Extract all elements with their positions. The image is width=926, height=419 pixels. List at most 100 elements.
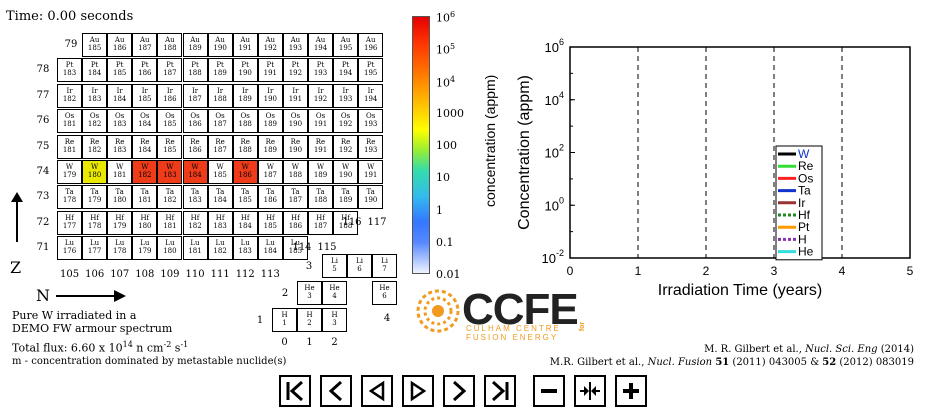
nuclide-cell-lu184[interactable]: Lu 184 xyxy=(257,236,283,261)
zoom-reset-button[interactable] xyxy=(574,375,606,407)
nuclide-cell-os187[interactable]: Os 187 xyxy=(207,109,233,134)
nuclide-cell-re184[interactable]: Re 184 xyxy=(132,134,158,159)
nuclide-cell-os190[interactable]: Os 190 xyxy=(282,109,308,134)
first-frame-button[interactable] xyxy=(279,375,311,407)
nuclide-cell-hf178[interactable]: Hf 178 xyxy=(82,210,108,235)
nuclide-cell-os193[interactable]: Os 193 xyxy=(358,109,384,134)
nuclide-cell-re183[interactable]: Re 183 xyxy=(107,134,133,159)
nuclide-cell-hf181[interactable]: Hf 181 xyxy=(157,210,183,235)
nuclide-cell-lu180[interactable]: Lu 180 xyxy=(157,236,183,261)
nuclide-cell-ta186[interactable]: Ta 186 xyxy=(257,185,283,210)
nuclide-cell-ta185[interactable]: Ta 185 xyxy=(232,185,258,210)
nuclide-cell-re192[interactable]: Re 192 xyxy=(333,134,359,159)
nuclide-cell-re185[interactable]: Re 185 xyxy=(157,134,183,159)
nuclide-cell-au194[interactable]: Au 194 xyxy=(308,33,333,57)
nuclide-cell-lu182[interactable]: Lu 182 xyxy=(207,236,233,261)
nuclide-cell-hf179[interactable]: Hf 179 xyxy=(107,210,133,235)
nuclide-cell-w186[interactable]: W 186 xyxy=(232,160,258,184)
nuclide-cell-hf182[interactable]: Hf 182 xyxy=(182,210,208,235)
nuclide-cell-ta187[interactable]: Ta 187 xyxy=(282,185,308,210)
nuclide-cell-w188[interactable]: W 188 xyxy=(282,160,308,184)
nuclide-cell-re191[interactable]: Re 191 xyxy=(308,134,333,159)
nuclide-cell-au195[interactable]: Au 195 xyxy=(333,33,359,57)
nuclide-cell-re187[interactable]: Re 187 xyxy=(207,134,233,159)
nuclide-cell-re182[interactable]: Re 182 xyxy=(82,134,108,159)
nuclide-cell-re188[interactable]: Re 188 xyxy=(232,134,258,159)
nuclide-cell-he6[interactable]: He 6 xyxy=(372,281,397,305)
nuclide-cell-ir188[interactable]: Ir 188 xyxy=(207,83,233,108)
nuclide-cell-ta180[interactable]: Ta 180 xyxy=(107,185,133,210)
nuclide-cell-hf185[interactable]: Hf 185 xyxy=(257,210,283,235)
nuclide-cell-os184[interactable]: Os 184 xyxy=(132,109,158,134)
nuclide-cell-au188[interactable]: Au 188 xyxy=(157,33,183,57)
nuclide-cell-w187[interactable]: W 187 xyxy=(257,160,283,184)
nuclide-cell-w182[interactable]: W 182 xyxy=(132,160,158,184)
nuclide-cell-au190[interactable]: Au 190 xyxy=(207,33,233,57)
zoom-out-button[interactable] xyxy=(533,375,565,407)
nuclide-cell-pt192[interactable]: Pt 192 xyxy=(282,58,308,83)
nuclide-cell-hf183[interactable]: Hf 183 xyxy=(207,210,233,235)
nuclide-cell-ir184[interactable]: Ir 184 xyxy=(107,83,133,108)
play-reverse-button[interactable] xyxy=(361,375,393,407)
nuclide-cell-he3[interactable]: He 3 xyxy=(297,281,322,305)
nuclide-cell-os183[interactable]: Os 183 xyxy=(107,109,133,134)
nuclide-cell-os189[interactable]: Os 189 xyxy=(257,109,283,134)
nuclide-cell-pt183[interactable]: Pt 183 xyxy=(57,58,82,83)
nuclide-cell-au189[interactable]: Au 189 xyxy=(182,33,208,57)
nuclide-cell-os191[interactable]: Os 191 xyxy=(308,109,333,134)
nuclide-cell-ir185[interactable]: Ir 185 xyxy=(132,83,158,108)
nuclide-cell-au191[interactable]: Au 191 xyxy=(232,33,258,57)
nuclide-cell-pt193[interactable]: Pt 193 xyxy=(308,58,333,83)
nuclide-cell-os181[interactable]: Os 181 xyxy=(57,109,82,134)
last-frame-button[interactable] xyxy=(484,375,516,407)
next-frame-button[interactable] xyxy=(443,375,475,407)
nuclide-cell-li7[interactable]: Li 7 xyxy=(372,254,397,278)
nuclide-cell-hf187[interactable]: Hf 187 xyxy=(308,210,333,235)
nuclide-cell-w183[interactable]: W 183 xyxy=(157,160,183,184)
nuclide-cell-au196[interactable]: Au 196 xyxy=(358,33,384,57)
nuclide-cell-au186[interactable]: Au 186 xyxy=(107,33,133,57)
nuclide-cell-re193[interactable]: Re 193 xyxy=(358,134,384,159)
nuclide-cell-w189[interactable]: W 189 xyxy=(308,160,333,184)
nuclide-cell-hf177[interactable]: Hf 177 xyxy=(57,210,82,235)
nuclide-cell-pt188[interactable]: Pt 188 xyxy=(182,58,208,83)
nuclide-cell-ta188[interactable]: Ta 188 xyxy=(308,185,333,210)
nuclide-cell-os182[interactable]: Os 182 xyxy=(82,109,108,134)
nuclide-cell-lu176[interactable]: Lu 176 xyxy=(57,236,82,261)
nuclide-cell-ir191[interactable]: Ir 191 xyxy=(282,83,308,108)
nuclide-cell-os185[interactable]: Os 185 xyxy=(157,109,183,134)
nuclide-cell-w184[interactable]: W 184 xyxy=(182,160,208,184)
nuclide-cell-lu178[interactable]: Lu 178 xyxy=(107,236,133,261)
nuclide-cell-lu181[interactable]: Lu 181 xyxy=(182,236,208,261)
nuclide-cell-pt189[interactable]: Pt 189 xyxy=(207,58,233,83)
nuclide-cell-au187[interactable]: Au 187 xyxy=(132,33,158,57)
nuclide-cell-w179[interactable]: W 179 xyxy=(57,160,82,184)
nuclide-cell-hf188[interactable]: Hf 188 xyxy=(333,210,359,235)
nuclide-cell-re186[interactable]: Re 186 xyxy=(182,134,208,159)
nuclide-cell-pt185[interactable]: Pt 185 xyxy=(107,58,133,83)
nuclide-cell-ta189[interactable]: Ta 189 xyxy=(333,185,359,210)
nuclide-cell-ir190[interactable]: Ir 190 xyxy=(257,83,283,108)
nuclide-cell-ta182[interactable]: Ta 182 xyxy=(157,185,183,210)
play-button[interactable] xyxy=(402,375,434,407)
nuclide-cell-ir189[interactable]: Ir 189 xyxy=(232,83,258,108)
nuclide-cell-w185[interactable]: W 185 xyxy=(207,160,233,184)
nuclide-cell-pt194[interactable]: Pt 194 xyxy=(333,58,359,83)
nuclide-cell-os186[interactable]: Os 186 xyxy=(182,109,208,134)
nuclide-cell-ir192[interactable]: Ir 192 xyxy=(308,83,333,108)
nuclide-cell-hf184[interactable]: Hf 184 xyxy=(232,210,258,235)
nuclide-cell-li5[interactable]: Li 5 xyxy=(322,254,347,278)
nuclide-cell-w181[interactable]: W 181 xyxy=(107,160,133,184)
prev-frame-button[interactable] xyxy=(320,375,352,407)
nuclide-cell-li6[interactable]: Li 6 xyxy=(347,254,372,278)
nuclide-cell-he4[interactable]: He 4 xyxy=(322,281,347,305)
nuclide-cell-re189[interactable]: Re 189 xyxy=(257,134,283,159)
nuclide-cell-re190[interactable]: Re 190 xyxy=(282,134,308,159)
nuclide-cell-lu183[interactable]: Lu 183 xyxy=(232,236,258,261)
nuclide-cell-hf186[interactable]: Hf 186 xyxy=(282,210,308,235)
nuclide-cell-ir193[interactable]: Ir 193 xyxy=(333,83,359,108)
nuclide-cell-ta181[interactable]: Ta 181 xyxy=(132,185,158,210)
nuclide-cell-ir183[interactable]: Ir 183 xyxy=(82,83,108,108)
